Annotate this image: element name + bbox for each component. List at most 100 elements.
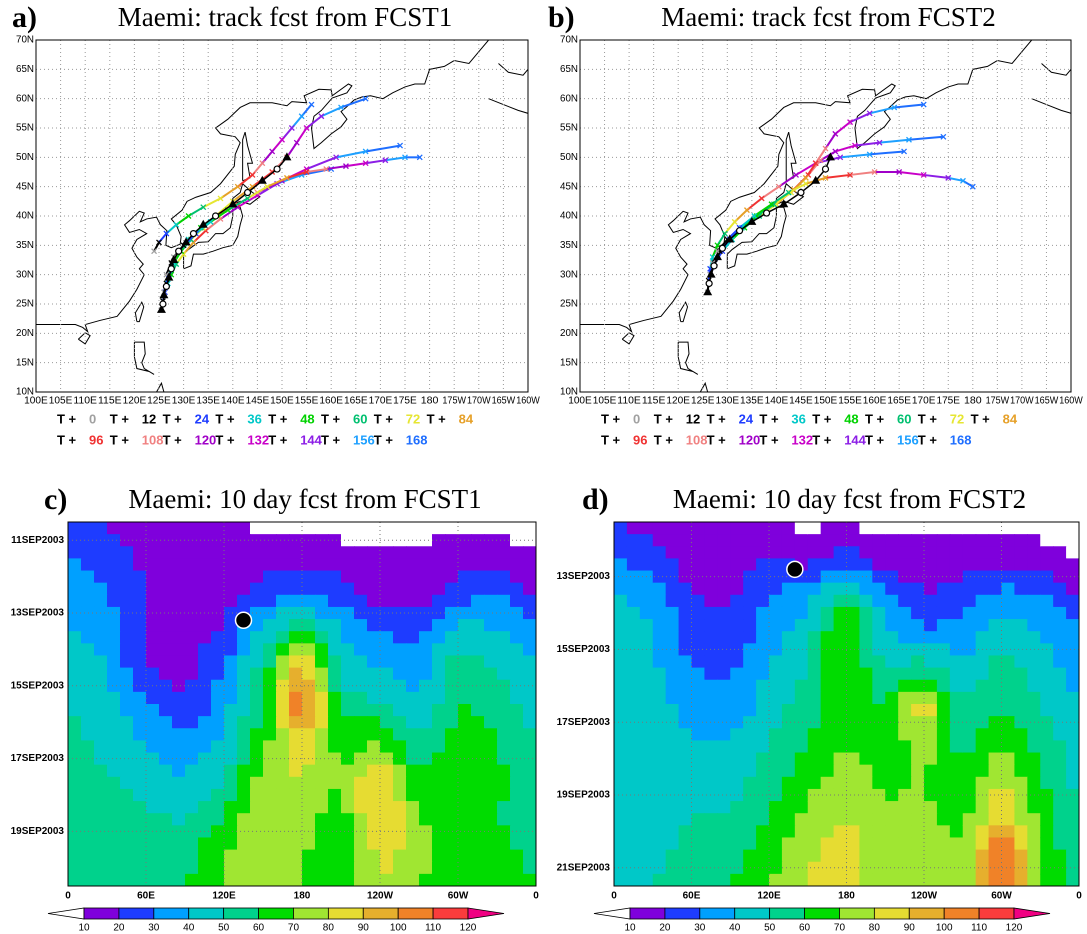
y-tick-label: 15SEP2003 (557, 644, 611, 655)
contour-cell (626, 643, 641, 657)
contour-cell (872, 837, 886, 851)
contour-cell (639, 764, 654, 778)
track-point (362, 148, 369, 155)
contour-cell (328, 861, 342, 875)
contour-cell (807, 546, 822, 559)
contour-cell (1066, 837, 1079, 851)
contour-cell (1053, 534, 1067, 547)
contour-cell (1066, 861, 1079, 875)
contour-cell (172, 631, 186, 644)
contour-cell (419, 522, 433, 535)
contour-cell (393, 558, 407, 572)
contour-cell (1014, 801, 1028, 814)
contour-cell (898, 728, 912, 741)
contour-cell (717, 825, 731, 839)
contour-cell (107, 570, 121, 584)
contour-cell (1014, 643, 1028, 657)
colorbar-label: 90 (358, 923, 370, 934)
contour-cell (1066, 825, 1079, 839)
contour-cell (730, 667, 744, 681)
contour-cell (523, 861, 536, 875)
contour-cell (936, 655, 951, 669)
contour-cell (172, 788, 186, 802)
contour-cell (172, 752, 186, 766)
track-segment (854, 141, 880, 147)
contour-cell (185, 655, 199, 669)
contour-cell (1014, 594, 1028, 608)
contour-cell (120, 728, 134, 741)
contour-cell (639, 825, 654, 839)
contour-cell (367, 873, 381, 886)
track-point (751, 213, 758, 219)
contour-cell (289, 825, 303, 839)
contour-cell (406, 570, 420, 584)
contour-cell (1040, 776, 1054, 790)
contour-cell (704, 704, 718, 717)
track-point (416, 154, 423, 161)
contour-cell (523, 752, 536, 766)
contour-cell (172, 619, 186, 632)
contour-cell (432, 776, 446, 790)
contour-cell (419, 655, 433, 669)
contour-cell (807, 655, 822, 669)
colorbar-over (467, 907, 505, 920)
contour-cell (743, 534, 757, 547)
contour-cell (756, 606, 770, 620)
contour-cell (445, 849, 459, 863)
contour-cell (1001, 667, 1016, 681)
track-point (940, 133, 947, 140)
contour-cell (872, 558, 886, 572)
contour-cell (988, 788, 1003, 802)
contour-cell (81, 606, 95, 620)
legend-label: 120 (739, 432, 761, 447)
contour-cell (949, 776, 964, 790)
contour-cell (743, 861, 757, 875)
contour-cell (962, 801, 977, 814)
contour-cell (497, 643, 511, 657)
contour-cell (328, 594, 342, 608)
contour-cell (652, 776, 667, 790)
contour-cell (1053, 752, 1067, 766)
track-segment (948, 176, 964, 182)
contour-cell (743, 740, 757, 754)
chart-title: Maemi: track fcst from FCST1 (118, 2, 452, 32)
contour-cell (237, 691, 251, 705)
marker (234, 611, 253, 630)
contour-cell (769, 849, 783, 863)
contour-cell (250, 667, 264, 681)
contour-cell (704, 570, 718, 584)
contour-cell (665, 776, 680, 790)
contour-cell (211, 594, 225, 608)
contour-cell (1053, 546, 1067, 559)
contour-cell (924, 631, 938, 644)
contour-cell (198, 570, 212, 584)
contour-cell (678, 522, 693, 535)
contour-cell (717, 764, 731, 778)
contour-cell (833, 631, 848, 644)
contour-cell (302, 861, 316, 875)
contour-cell (185, 801, 199, 814)
contour-cell (924, 801, 938, 814)
contour-cell (510, 546, 524, 559)
contour-cell (315, 740, 329, 754)
contour-cell (185, 546, 199, 559)
contour-cell (471, 740, 485, 754)
contour-cell (743, 582, 757, 596)
contour-cell (471, 764, 485, 778)
contour-cell (211, 704, 225, 717)
contour-cell (211, 849, 225, 863)
x-tick-label: 0 (65, 891, 71, 902)
contour-cell (846, 582, 861, 596)
contour-cell (276, 546, 290, 559)
contour-cell (419, 558, 433, 572)
plot-frame (67, 521, 537, 887)
contour-cell (484, 631, 498, 644)
contour-cell (704, 594, 718, 608)
contour-cell (1053, 619, 1067, 632)
contour-cell (846, 837, 861, 851)
contour-cell (962, 837, 977, 851)
colorbar-label: 70 (288, 923, 300, 934)
contour-cell (211, 534, 225, 547)
contour-cell (1014, 813, 1028, 826)
contour-cell (949, 643, 964, 657)
